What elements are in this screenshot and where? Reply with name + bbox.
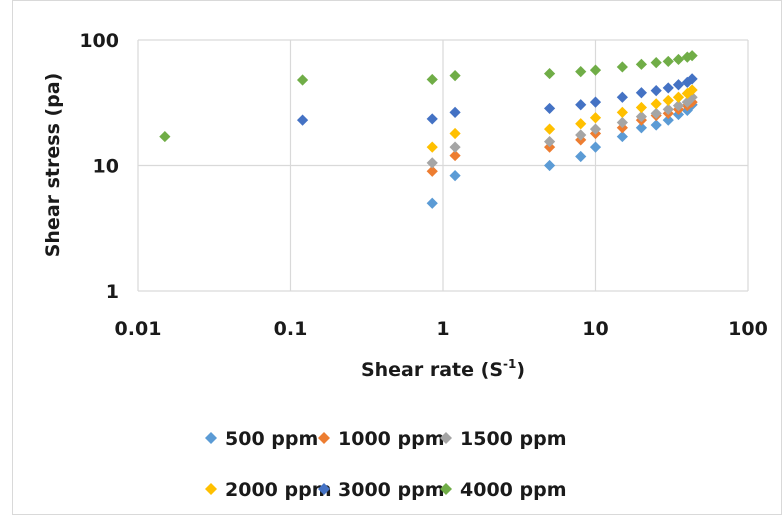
data-point	[589, 96, 602, 108]
data-point	[589, 123, 602, 135]
data-point	[650, 119, 662, 131]
data-point	[672, 79, 685, 91]
data-point	[543, 123, 556, 135]
legend-item: 2000 ppm	[205, 479, 332, 501]
data-point	[159, 130, 171, 143]
x-tick-label: 10	[582, 318, 608, 340]
data-point	[589, 141, 602, 153]
data-point	[635, 58, 648, 70]
data-point	[672, 53, 685, 66]
data-point	[426, 165, 438, 177]
data-point	[635, 111, 648, 123]
data-point	[650, 107, 662, 120]
data-point	[681, 87, 693, 100]
data-point	[543, 136, 556, 148]
data-point	[650, 98, 662, 110]
legend-label: 500 ppm	[225, 428, 318, 450]
gridlines	[137, 39, 749, 292]
x-axis-title-superscript: -1	[503, 357, 516, 371]
data-point	[616, 61, 628, 73]
y-tick-label: 10	[93, 156, 119, 178]
legend-marker	[440, 432, 452, 444]
data-points	[159, 50, 698, 209]
y-tick-label: 1	[106, 281, 119, 303]
data-point	[589, 64, 602, 76]
data-point	[575, 118, 587, 130]
data-point	[650, 57, 662, 69]
data-point	[426, 197, 438, 209]
data-point	[662, 94, 674, 107]
data-point	[635, 122, 648, 134]
x-tick-label: 1	[436, 318, 449, 340]
legend-label: 1000 ppm	[338, 428, 445, 450]
data-point	[449, 141, 461, 153]
data-point	[575, 150, 587, 163]
data-point	[650, 85, 662, 97]
legend-marker	[205, 483, 217, 495]
data-point	[672, 100, 685, 112]
data-point	[575, 66, 587, 78]
legend-label: 1500 ppm	[460, 428, 567, 450]
legend-marker	[318, 483, 330, 495]
legend-marker	[440, 483, 452, 495]
data-point	[616, 91, 628, 103]
data-point	[449, 170, 461, 182]
data-point	[449, 70, 461, 82]
data-point	[426, 113, 438, 125]
legend-label: 2000 ppm	[225, 479, 332, 501]
x-tick-label: 0.01	[115, 318, 162, 340]
y-tick-label: 100	[79, 30, 119, 52]
data-point	[662, 82, 674, 94]
data-point	[449, 127, 461, 140]
data-point	[426, 73, 438, 86]
data-point	[662, 103, 674, 115]
x-axis-title-close: )	[516, 359, 525, 381]
data-point	[616, 130, 628, 143]
series-4000-ppm	[159, 50, 698, 143]
data-point	[635, 87, 648, 99]
data-point	[589, 112, 602, 124]
data-point	[575, 129, 587, 141]
legend-label: 4000 ppm	[460, 479, 567, 501]
data-point	[426, 157, 438, 169]
series-1500-ppm	[426, 91, 698, 169]
legend-item: 500 ppm	[205, 428, 318, 450]
data-point	[662, 114, 674, 126]
y-tick-labels: 1 10 100	[79, 30, 119, 303]
x-tick-label: 100	[728, 318, 768, 340]
x-tick-labels: 0.01 0.1 1 10 100	[115, 318, 768, 340]
x-tick-label: 0.1	[274, 318, 308, 340]
data-point	[635, 101, 648, 114]
data-point	[543, 102, 556, 115]
legend-item: 1500 ppm	[440, 428, 567, 450]
legend-marker	[205, 432, 217, 444]
data-point	[296, 114, 309, 126]
data-point	[662, 55, 674, 68]
data-point	[672, 91, 685, 103]
data-point	[449, 149, 461, 162]
data-point	[296, 74, 309, 86]
data-point	[449, 106, 461, 118]
x-axis-title-main: Shear rate (S	[361, 359, 503, 381]
data-point	[686, 50, 698, 62]
data-point	[686, 84, 698, 96]
series-2000-ppm	[426, 84, 698, 153]
data-point	[575, 99, 587, 111]
data-point	[686, 73, 698, 85]
y-axis-title: Shear stress (pa)	[42, 73, 64, 258]
legend-item: 3000 ppm	[318, 479, 445, 501]
legend-item: 4000 ppm	[440, 479, 567, 501]
legend-item: 1000 ppm	[318, 428, 445, 450]
x-axis-title: Shear rate (S-1)	[361, 357, 525, 381]
legend-label: 3000 ppm	[338, 479, 445, 501]
data-point	[426, 141, 438, 153]
series-3000-ppm	[296, 73, 698, 126]
legend-marker	[318, 432, 330, 444]
legend: 500 ppm 1000 ppm 1500 ppm 2000 ppm 3000 ppm 4…	[205, 428, 567, 501]
data-point	[616, 106, 628, 118]
data-point	[616, 116, 628, 129]
data-point	[543, 159, 556, 172]
data-point	[543, 67, 556, 80]
